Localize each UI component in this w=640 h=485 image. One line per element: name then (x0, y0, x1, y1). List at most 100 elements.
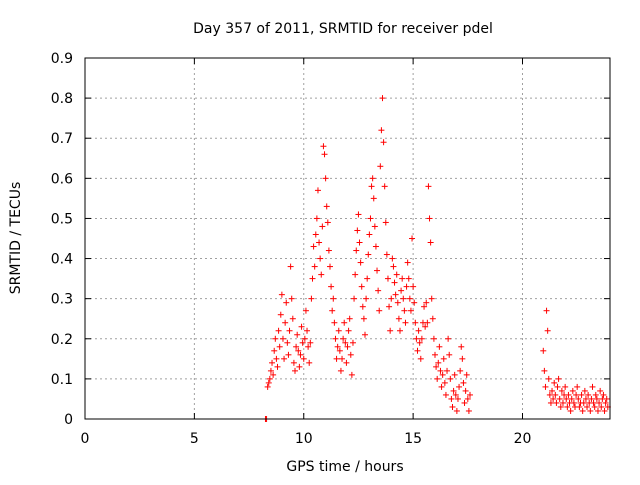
data-point (565, 391, 572, 398)
data-point (594, 407, 601, 414)
data-point (295, 347, 302, 354)
y-tick-label: 0.3 (51, 292, 73, 308)
data-point (360, 315, 367, 322)
data-point (407, 307, 414, 314)
x-tick-label: 5 (190, 431, 199, 447)
data-point (316, 239, 323, 246)
data-point (563, 395, 570, 402)
data-point (293, 343, 300, 350)
data-point (542, 383, 549, 390)
data-point (347, 351, 354, 358)
data-point (324, 219, 331, 226)
data-point (331, 319, 338, 326)
x-tick-label: 0 (81, 431, 90, 447)
data-point (400, 295, 407, 302)
data-point (598, 403, 605, 410)
data-point (392, 291, 399, 298)
plot-frame (84, 57, 611, 420)
data-point (279, 335, 286, 342)
data-point (307, 339, 314, 346)
data-point (265, 379, 272, 386)
data-point (393, 271, 400, 278)
data-point (375, 287, 382, 294)
data-point (555, 375, 562, 382)
y-axis-label: SRMTID / TECUs (8, 182, 24, 295)
data-point (272, 335, 279, 342)
data-point (369, 175, 376, 182)
data-point (421, 303, 428, 310)
data-point (422, 323, 429, 330)
data-point (404, 259, 411, 266)
data-point (459, 355, 466, 362)
data-point (581, 387, 588, 394)
data-point (336, 347, 343, 354)
data-point (402, 319, 409, 326)
data-point (578, 391, 585, 398)
data-point (464, 395, 471, 402)
y-tick-label: 0.4 (51, 252, 73, 268)
data-point (287, 263, 294, 270)
data-point (463, 371, 470, 378)
data-point (452, 391, 459, 398)
data-point (382, 219, 389, 226)
data-point (301, 335, 308, 342)
data-point (376, 307, 383, 314)
data-point (345, 327, 352, 334)
data-point (590, 399, 597, 406)
data-point (299, 339, 306, 346)
data-point (342, 339, 349, 346)
data-point (460, 379, 467, 386)
data-point (323, 203, 330, 210)
data-point (453, 407, 460, 414)
data-point (319, 223, 326, 230)
data-point (415, 327, 422, 334)
data-point (544, 327, 551, 334)
data-point (296, 363, 303, 370)
data-point (559, 399, 566, 406)
data-point (465, 407, 472, 414)
y-tick-label: 0.5 (51, 211, 73, 227)
data-point (592, 391, 599, 398)
data-point (438, 383, 445, 390)
data-point (546, 391, 553, 398)
data-point (409, 235, 416, 242)
data-point (300, 355, 307, 362)
data-point (432, 351, 438, 358)
data-point (423, 299, 430, 306)
data-point (266, 375, 273, 382)
data-point (568, 395, 575, 402)
data-point (343, 359, 350, 366)
data-point (378, 127, 385, 134)
data-point (308, 295, 315, 302)
data-point (558, 387, 565, 394)
data-point (447, 375, 454, 382)
x-tick-label: 10 (295, 431, 313, 447)
data-point (588, 395, 595, 402)
data-point (355, 211, 362, 218)
data-point (461, 399, 468, 406)
data-point (456, 383, 463, 390)
data-point (399, 275, 406, 282)
data-point (429, 315, 436, 322)
y-tick-label: 0.8 (51, 91, 73, 107)
data-point (549, 387, 556, 394)
data-point (593, 395, 600, 402)
data-point (442, 391, 449, 398)
data-point (297, 351, 304, 358)
data-point (405, 275, 412, 282)
data-point (395, 315, 402, 322)
data-point (281, 355, 288, 362)
data-point (353, 247, 360, 254)
data-point (294, 331, 301, 338)
data-point (444, 367, 451, 374)
data-point (365, 251, 372, 258)
data-point (310, 243, 317, 250)
data-point (367, 215, 374, 222)
data-point (597, 387, 604, 394)
data-point (274, 363, 281, 370)
data-point (394, 299, 401, 306)
data-point (290, 359, 297, 366)
data-point (600, 391, 607, 398)
data-point (328, 283, 335, 290)
data-point (273, 355, 280, 362)
